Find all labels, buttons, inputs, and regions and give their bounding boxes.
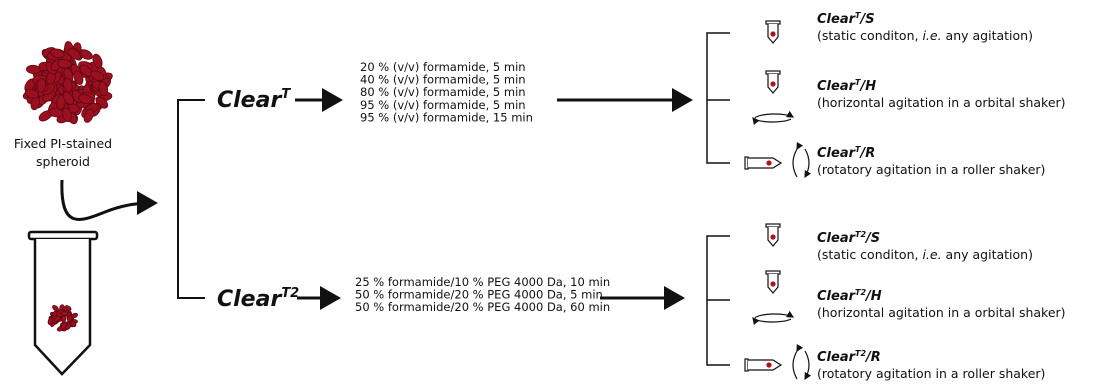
tube [748,360,781,370]
step: 50 % formamide/20 % PEG 4000 Da, 60 min [355,300,610,314]
protocol-name: ClearT2 [217,286,299,312]
description: (rotatory agitation in a roller shaker) [817,162,1045,177]
orbit [753,118,791,122]
sample [766,362,771,367]
superscript: T [281,87,291,102]
orbit [753,318,791,322]
page: {"source": {"label_lines": ["Fixed PI-st… [0,0,1099,387]
suffix: /S [858,12,874,27]
outcome-label: ClearT/H [817,78,876,94]
source-label: Fixed PI-stained [14,136,112,151]
protocol-name: ClearT [217,87,291,113]
sample [770,281,775,286]
superscript: T2 [855,230,866,239]
outcome-label: ClearT/R [817,145,875,161]
description: (horizontal agitation in a orbital shake… [817,95,1066,110]
arrow [62,180,155,219]
rotation [805,149,809,177]
outcome-label: ClearT2/R [817,349,881,365]
rotation [793,351,797,379]
outcome-label: ClearT2/S [817,230,880,246]
tube-cap [745,359,748,371]
orbit [755,314,793,318]
tube-icon [29,232,97,374]
description: any agitation) [942,247,1033,262]
tube [748,158,781,168]
name: Clear [817,350,857,365]
orbit [755,114,793,118]
suffix: /H [864,289,882,304]
rotation [805,351,809,379]
source-label: spheroid [36,154,90,169]
outcome-label: ClearT/S [817,11,875,27]
tube-cap [766,21,780,24]
superscript: T2 [281,286,299,301]
cell [26,65,40,74]
description: (horizontal agitation in a orbital shake… [817,305,1066,320]
description-italic: i.e. [922,247,941,262]
outcome-description: (static conditon, i.e. any agitation) [817,247,1033,262]
sample [770,31,775,36]
tube-cap [745,157,748,169]
bracket [707,33,730,163]
sample [766,160,771,165]
suffix: /S [864,231,880,246]
outcome-description: (horizontal agitation in a orbital shake… [817,95,1066,110]
name: Clear [817,79,857,94]
name: Clear [217,88,282,113]
description-italic: i.e. [922,28,941,43]
rotation [793,149,797,177]
bracket [707,236,730,365]
description: (static conditon, [817,28,922,43]
name: Clear [217,287,282,312]
outcome-description: (static conditon, i.e. any agitation) [817,28,1033,43]
name: Clear [817,146,857,161]
step: 95 % (v/v) formamide, 15 min [360,110,533,124]
bracket [178,100,205,298]
outcome-description: (rotatory agitation in a roller shaker) [817,162,1045,177]
suffix: /R [858,146,875,161]
description: (static conditon, [817,247,922,262]
diagram: Fixed PI-stained spheroid ClearT20 % (v/… [0,0,1099,387]
tube-cap [766,224,780,227]
outcome-label: ClearT2/H [817,288,882,304]
spheroid-icon [22,41,114,126]
description: (rotatory agitation in a roller shaker) [817,366,1045,381]
tube-cap [766,271,780,274]
superscript: T2 [855,288,866,297]
outcome-description: (horizontal agitation in a orbital shake… [817,305,1066,320]
name: Clear [817,289,857,304]
name: Clear [817,12,857,27]
suffix: /R [864,350,881,365]
suffix: /H [858,79,876,94]
description: any agitation) [942,28,1033,43]
outcome-description: (rotatory agitation in a roller shaker) [817,366,1045,381]
tube-cap [766,71,780,74]
sample [770,234,775,239]
sample [770,81,775,86]
superscript: T2 [855,349,866,358]
cell [61,315,66,322]
name: Clear [817,231,857,246]
